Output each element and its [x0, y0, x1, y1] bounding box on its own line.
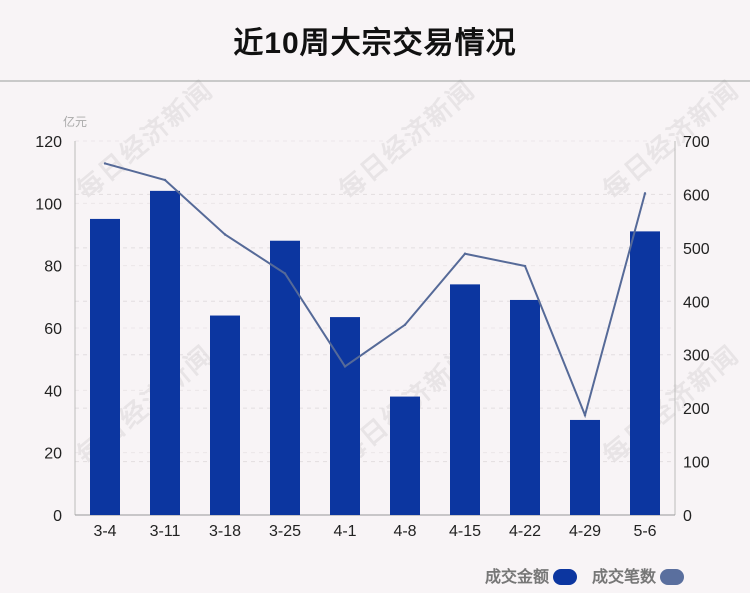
legend-amount-swatch — [553, 569, 578, 585]
left-tick-label: 40 — [44, 383, 62, 400]
bar — [210, 315, 240, 515]
right-tick-label: 700 — [683, 134, 710, 151]
left-tick-label: 120 — [35, 134, 62, 151]
bar — [270, 240, 300, 515]
bar — [150, 190, 180, 515]
right-tick-label: 500 — [683, 241, 710, 258]
x-tick-label: 3-25 — [269, 523, 301, 540]
x-tick-label: 3-18 — [209, 523, 241, 540]
bar — [90, 218, 120, 515]
right-tick-label: 0 — [683, 508, 692, 525]
line-point — [103, 162, 107, 165]
right-tick-label: 600 — [683, 187, 710, 204]
title-divider — [0, 80, 750, 82]
right-tick-label: 400 — [683, 294, 710, 311]
legend-count: 成交笔数 — [592, 563, 685, 587]
line-point — [643, 192, 647, 195]
bar — [570, 419, 600, 515]
chart-title: 近10周大宗交易情况 — [233, 27, 517, 60]
x-tick-label: 4-29 — [569, 523, 601, 540]
line-series-count — [104, 162, 646, 419]
x-tick-label: 3-4 — [93, 523, 116, 540]
bar — [510, 299, 540, 515]
x-tick-label: 4-22 — [509, 523, 541, 540]
line-point — [343, 365, 347, 368]
right-tick-label: 100 — [683, 455, 710, 472]
line-point — [463, 252, 467, 255]
left-tick-label: 0 — [53, 508, 62, 525]
legend-amount-label: 成交金额 — [485, 569, 550, 586]
left-tick-label: 60 — [44, 321, 62, 338]
left-tick-label: 20 — [44, 446, 62, 463]
x-tick-label: 5-6 — [633, 523, 656, 540]
right-tick-label: 300 — [683, 348, 710, 365]
legend-count-label: 成交笔数 — [592, 569, 657, 586]
line-point — [523, 264, 527, 268]
bar — [390, 396, 420, 515]
line-point — [163, 178, 167, 182]
line-point — [403, 323, 407, 326]
left-axis-unit: 亿元 — [63, 114, 87, 129]
line-point — [583, 413, 587, 417]
legend-count-swatch — [660, 569, 685, 585]
left-tick-label: 100 — [35, 196, 62, 213]
line-point — [283, 272, 287, 275]
right-tick-label: 200 — [683, 401, 710, 418]
x-tick-label: 4-1 — [333, 523, 356, 540]
x-tick-label: 3-11 — [150, 523, 181, 540]
x-tick-label: 4-15 — [449, 523, 481, 540]
bar — [330, 317, 360, 515]
bar — [450, 284, 480, 515]
left-tick-label: 80 — [44, 259, 62, 276]
line-point — [223, 233, 227, 236]
x-tick-label: 4-8 — [393, 523, 416, 540]
bar — [630, 231, 660, 515]
legend-amount: 成交金额 — [485, 563, 578, 587]
